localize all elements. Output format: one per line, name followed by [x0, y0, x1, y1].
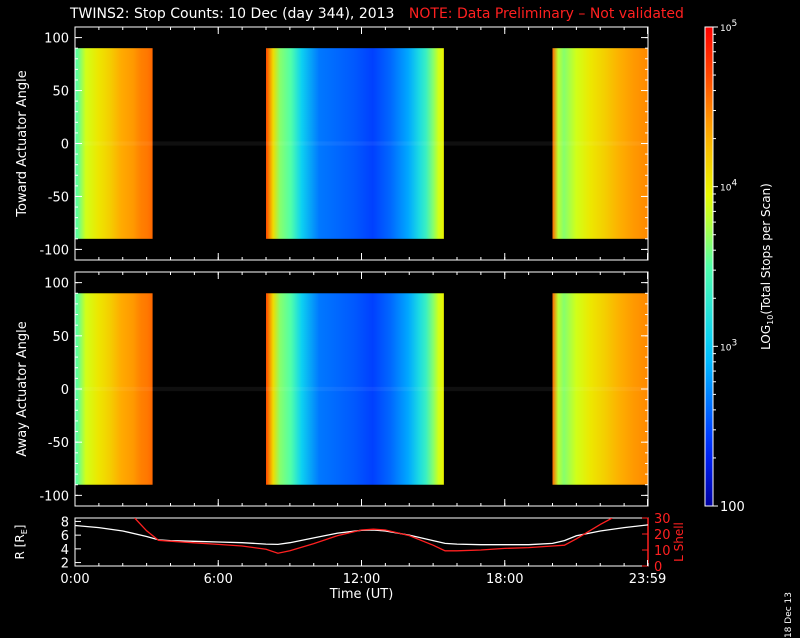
orbit-axes-box — [74, 517, 649, 567]
orbit-right-label: L Shell — [672, 522, 686, 562]
toward-ytick-label: -50 — [48, 190, 69, 205]
toward-ytick-label: 0 — [61, 138, 69, 153]
title-text: TWINS2: Stop Counts: 10 Dec (day 344), 2… — [70, 6, 395, 22]
orbit-xtick-label: 18:00 — [486, 572, 523, 587]
toward-ylabel: Toward Actuator Angle — [15, 70, 30, 217]
orbit-left-label: R [RE] — [13, 525, 29, 560]
toward-zero-band — [75, 141, 648, 146]
orbit-xtick-label: 23:59 — [629, 572, 666, 587]
orbit-left-tick-label: 4 — [61, 543, 69, 558]
toward-ytick-label: 50 — [52, 85, 69, 100]
colorbar-tick-label: 105 — [720, 19, 737, 34]
toward-ytick-label: 100 — [44, 32, 69, 47]
lshell-series-line — [134, 518, 613, 554]
away-ytick-label: 0 — [61, 383, 69, 398]
orbit-left-tick-label: 6 — [61, 529, 69, 544]
plot-date-stamp: 18 Dec 13 — [784, 592, 794, 638]
orbit-xtick-label: 6:00 — [204, 572, 233, 587]
orbit-xtick-label: 0:00 — [60, 572, 89, 587]
away-ytick-label: -50 — [48, 436, 69, 451]
orbit-left-tick-label: 8 — [61, 515, 69, 530]
preliminary-note: NOTE: Data Preliminary – Not validated — [408, 6, 684, 22]
toward-data-block-1 — [75, 48, 153, 239]
figure-title: TWINS2: Stop Counts: 10 Dec (day 344), 2… — [70, 6, 684, 22]
orbit-xlabel: Time (UT) — [329, 587, 394, 600]
toward-data-block-3 — [552, 48, 648, 239]
colorbar — [704, 26, 714, 507]
away-ylabel: Away Actuator Angle — [15, 321, 30, 456]
toward-data-block-2 — [266, 48, 444, 239]
away-data-block-2 — [266, 293, 444, 485]
orbit-right-tick-label: 0 — [654, 560, 662, 575]
away-zero-band — [75, 386, 648, 392]
colorbar-label: LOG10(Total Stops per Scan) — [759, 183, 775, 350]
away-ytick-label: 50 — [52, 330, 69, 345]
away-ytick-label: -100 — [39, 489, 69, 504]
orbit-right-tick-label: 10 — [654, 544, 671, 559]
away-ytick-label: 100 — [44, 277, 69, 292]
orbit-xtick-label: 12:00 — [343, 572, 380, 587]
orbit-right-tick-label: 20 — [654, 528, 671, 543]
orbit-right-tick-label: 30 — [654, 512, 671, 527]
orbit-left-tick-label: 2 — [61, 557, 69, 572]
toward-ytick-label: -100 — [39, 243, 69, 258]
figure: TWINS2: Stop Counts: 10 Dec (day 344), 2… — [13, 6, 794, 638]
away-data-block-1 — [75, 293, 153, 485]
colorbar-tick-label: 103 — [720, 338, 737, 353]
colorbar-tick-label: 104 — [720, 179, 737, 194]
away-data-block-3 — [552, 293, 648, 485]
colorbar-tick-label: 100 — [720, 500, 745, 515]
